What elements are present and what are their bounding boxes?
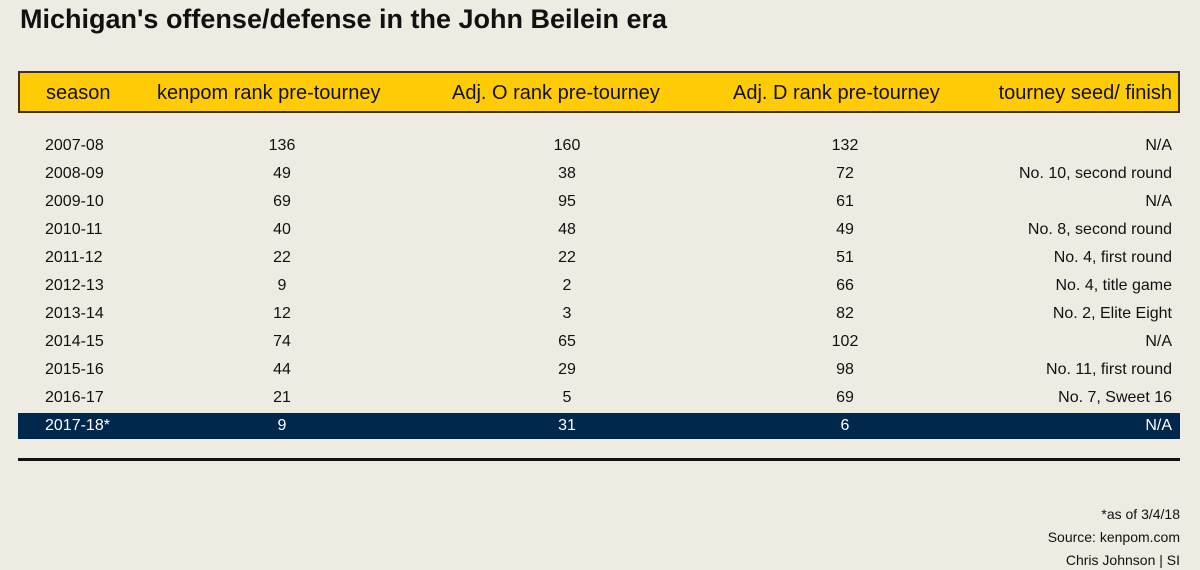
table-row: 2013-14 12 3 82 No. 2, Elite Eight: [45, 305, 1172, 322]
season-cell: 2008-09: [45, 165, 104, 182]
table-row: 2012-13 9 2 66 No. 4, title game: [45, 277, 1173, 294]
season-cell: 2016-17: [45, 389, 104, 406]
column-header-season: season: [46, 82, 111, 104]
tourney-finish-cell: N/A: [1145, 193, 1172, 210]
tourney-finish-cell: No. 7, Sweet 16: [1058, 389, 1172, 406]
column-header-adj-d: Adj. D rank pre-tourney: [733, 82, 940, 104]
season-cell: 2007-08: [45, 137, 104, 154]
table-row: 2007-08 136 160 132 N/A: [45, 137, 1172, 154]
table-row: 2016-17 21 5 69 No. 7, Sweet 16: [45, 389, 1172, 406]
season-cell: 2011-12: [45, 249, 103, 266]
season-cell: 2014-15: [45, 333, 104, 350]
table-header: season kenpom rank pre-tourney Adj. O ra…: [18, 71, 1180, 113]
credit: Chris Johnson | SI: [1065, 552, 1180, 568]
season-cell: 2010-11: [45, 221, 103, 238]
season-cell: 2017-18*: [45, 417, 110, 434]
table-row: 2017-18* 9 31 6 N/A: [18, 413, 1180, 439]
season-cell: 2012-13: [45, 277, 104, 294]
table-row: 2015-16 44 29 98 No. 11, first round: [45, 361, 1172, 378]
tourney-finish-cell: N/A: [1145, 137, 1172, 154]
column-header-tourney: tourney seed/ finish: [998, 82, 1172, 104]
column-header-kenpom: kenpom rank pre-tourney: [157, 82, 381, 104]
season-cell: 2013-14: [45, 305, 104, 322]
tourney-finish-cell: N/A: [1145, 417, 1172, 434]
tourney-finish-cell: No. 8, second round: [1027, 221, 1172, 238]
season-cell: 2015-16: [45, 361, 104, 378]
table-bottom-rule: [18, 458, 1180, 461]
tourney-finish-cell: No. 4, first round: [1053, 249, 1172, 266]
tourney-finish-cell: N/A: [1145, 333, 1172, 350]
tourney-finish-cell: No. 11, first round: [1046, 361, 1172, 378]
tourney-finish-cell: No. 10, second round: [1019, 165, 1172, 182]
page-title: Michigan's offense/defense in the John B…: [20, 4, 668, 34]
season-cell: 2009-10: [45, 193, 104, 210]
table-row: 2008-09 49 38 72 No. 10, second round: [45, 165, 1172, 182]
table-row: 2009-10 69 95 61 N/A: [45, 193, 1172, 210]
table-row: 2011-12 22 22 51 No. 4, first round: [45, 249, 1172, 266]
tourney-finish-cell: No. 2, Elite Eight: [1052, 305, 1172, 322]
tourney-finish-cell: No. 4, title game: [1055, 277, 1173, 294]
footnote: *as of 3/4/18: [1101, 506, 1180, 522]
source-note: Source: kenpom.com: [1047, 529, 1180, 545]
column-header-adj-o: Adj. O rank pre-tourney: [452, 82, 660, 104]
table-row: 2010-11 40 48 49 No. 8, second round: [45, 221, 1172, 238]
table-row: 2014-15 74 65 102 N/A: [45, 333, 1172, 350]
